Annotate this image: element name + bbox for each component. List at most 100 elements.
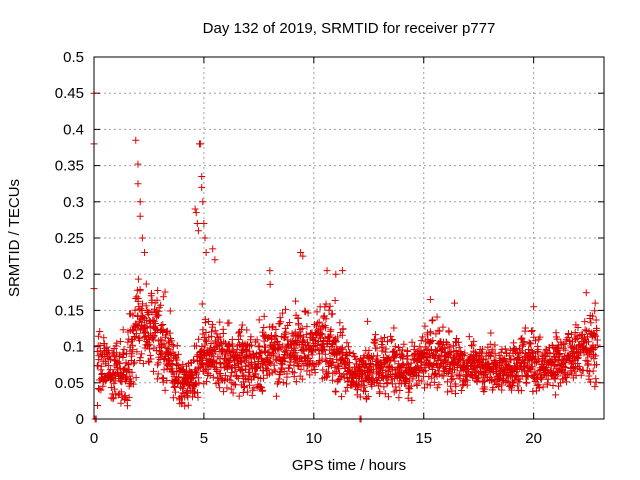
data-point [380, 383, 388, 391]
data-point [291, 356, 299, 364]
data-point [209, 373, 217, 381]
data-point [575, 362, 583, 370]
data-point [433, 384, 441, 392]
data-point [511, 345, 519, 353]
data-point [318, 330, 326, 338]
data-point [134, 180, 142, 188]
data-point [587, 319, 595, 327]
data-point [214, 379, 222, 387]
data-point [109, 395, 117, 403]
data-point [314, 360, 322, 368]
data-point [443, 378, 451, 386]
data-point [231, 381, 239, 389]
data-point [130, 360, 138, 368]
data-point [332, 338, 340, 346]
data-point [380, 333, 388, 341]
data-point [94, 362, 102, 370]
data-point [365, 346, 373, 354]
data-point [342, 387, 350, 395]
data-point [242, 362, 250, 370]
data-point [419, 333, 427, 341]
data-point [581, 326, 589, 334]
data-point [430, 378, 438, 386]
data-point [528, 327, 536, 335]
data-point [173, 356, 181, 364]
data-point [197, 140, 205, 148]
data-point [372, 331, 380, 339]
data-point [253, 336, 261, 344]
data-point [335, 362, 343, 370]
data-point [449, 342, 457, 350]
data-point [166, 357, 174, 365]
data-point [309, 347, 317, 355]
data-point [387, 337, 395, 345]
data-point [313, 342, 321, 350]
data-point [503, 377, 511, 385]
data-point [498, 345, 506, 353]
data-point [221, 355, 229, 363]
data-point [445, 328, 453, 336]
data-point [307, 348, 315, 356]
data-point [285, 364, 293, 372]
data-point [184, 401, 192, 409]
data-point [258, 328, 266, 336]
data-point [514, 382, 522, 390]
data-point [193, 370, 201, 378]
data-point [517, 349, 525, 357]
data-point [145, 358, 153, 366]
data-point [190, 388, 198, 396]
data-point [452, 382, 460, 390]
data-point [195, 335, 203, 343]
data-point [528, 327, 536, 335]
data-point [245, 368, 253, 376]
data-point [303, 367, 311, 375]
data-point [138, 350, 146, 358]
data-point [323, 267, 331, 275]
data-point [400, 340, 408, 348]
data-point [94, 332, 102, 340]
data-point [198, 172, 206, 180]
data-point [159, 327, 167, 335]
data-point [260, 312, 268, 320]
data-point [279, 354, 287, 362]
data-point [234, 374, 242, 382]
data-point [208, 328, 216, 336]
data-point [582, 289, 590, 297]
data-point [137, 305, 145, 313]
data-point [313, 308, 321, 316]
data-point [162, 331, 170, 339]
data-point [355, 364, 363, 372]
data-point [225, 319, 233, 327]
data-point [592, 316, 600, 324]
data-point [147, 355, 155, 363]
data-point [130, 358, 138, 366]
data-point [519, 341, 527, 349]
data-point [209, 321, 217, 329]
data-point [260, 374, 268, 382]
data-point [190, 356, 198, 364]
data-point [124, 402, 132, 410]
data-point [131, 333, 139, 341]
data-point [139, 300, 147, 308]
data-point [117, 399, 125, 407]
data-point [311, 321, 319, 329]
data-point [459, 382, 467, 390]
data-point [382, 345, 390, 353]
x-tick-label: 15 [415, 430, 432, 447]
data-point [319, 347, 327, 355]
data-point [346, 348, 354, 356]
data-point [252, 370, 260, 378]
data-point [465, 333, 473, 341]
y-tick-label: 0.25 [55, 230, 84, 247]
data-point [192, 209, 200, 217]
data-point [452, 338, 460, 346]
data-point [407, 382, 415, 390]
data-point [128, 352, 136, 360]
data-point [402, 376, 410, 384]
data-point [283, 370, 291, 378]
data-point [198, 343, 206, 351]
data-point [277, 364, 285, 372]
data-point [260, 323, 268, 331]
data-point [571, 328, 579, 336]
axis-ticks: 0 0.05 0.1 0.15 0.2 0.25 0.3 0.35 0.4 0.45 0.5 0 5 10… [55, 49, 604, 447]
